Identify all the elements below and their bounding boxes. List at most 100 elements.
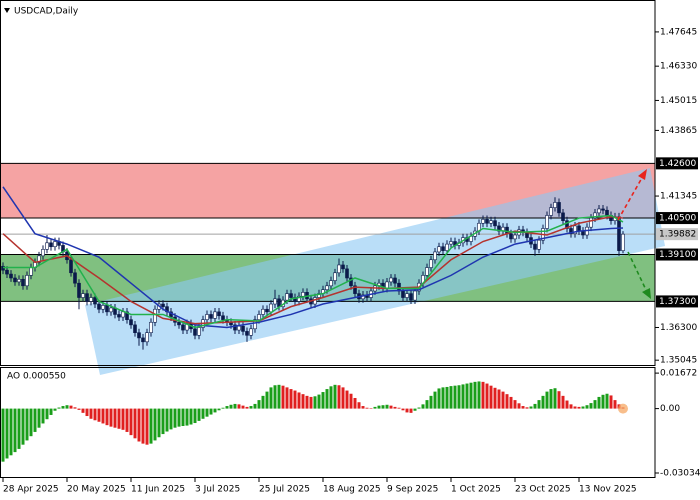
candle-body xyxy=(217,311,221,317)
x-tick-label: 23 Oct 2025 xyxy=(515,485,571,495)
candle-body xyxy=(601,208,605,211)
candle-body xyxy=(605,209,609,216)
ao-bar xyxy=(113,408,117,428)
ao-bar xyxy=(181,408,185,427)
candle-body xyxy=(557,202,561,214)
ao-bar xyxy=(149,408,153,444)
ao-bar xyxy=(249,406,253,409)
candle-body xyxy=(89,297,93,302)
level-label-box xyxy=(656,157,698,170)
ao-bar xyxy=(265,391,269,409)
ao-bar xyxy=(553,388,557,409)
ao-bar xyxy=(457,385,461,409)
candle-body xyxy=(117,314,121,318)
ao-bar xyxy=(361,406,365,409)
candle-body xyxy=(13,277,17,283)
candle-body xyxy=(573,225,577,234)
ao-bar xyxy=(141,408,145,444)
ao-bar xyxy=(529,406,533,409)
candle-body xyxy=(177,321,181,326)
candle-body xyxy=(553,202,557,208)
ao-bar xyxy=(257,400,261,409)
ao-bar xyxy=(45,408,49,420)
candle-body xyxy=(205,314,209,320)
ao-bar xyxy=(261,395,265,409)
candle-body xyxy=(485,219,489,224)
candle-body xyxy=(85,293,89,302)
candle-body xyxy=(441,246,445,251)
ao-bar xyxy=(429,395,433,409)
candle-body xyxy=(137,332,141,339)
ao-bar xyxy=(409,408,413,413)
ao-bar xyxy=(225,406,229,409)
candle-body xyxy=(129,319,133,326)
last-bar-highlight xyxy=(618,403,628,414)
forecast-arrow-up xyxy=(617,175,644,221)
ao-bar xyxy=(597,396,601,409)
ao-bar xyxy=(469,382,473,409)
x-tick-label: 13 Nov 2025 xyxy=(579,485,637,495)
candle-body xyxy=(77,282,81,298)
ao-bar xyxy=(549,389,553,409)
candle-body xyxy=(341,264,345,270)
ao-bar xyxy=(25,408,29,441)
candle-body xyxy=(437,246,441,253)
ao-bar xyxy=(145,408,149,445)
ao-bar xyxy=(505,394,509,409)
ao-bar xyxy=(401,408,405,411)
candle-body xyxy=(81,293,85,298)
ao-bar xyxy=(281,385,285,409)
ao-bar xyxy=(17,408,21,449)
arrowhead xyxy=(642,288,651,299)
level-label: 1.40500 xyxy=(659,214,696,224)
ao-bar xyxy=(285,387,289,409)
candle-body xyxy=(161,303,165,307)
ao-bar xyxy=(293,390,297,409)
ao-bar xyxy=(585,405,589,409)
x-tick-label: 1 Oct 2025 xyxy=(451,485,501,495)
ao-bar xyxy=(69,405,73,409)
candle-body xyxy=(545,215,549,229)
ao-bar xyxy=(445,386,449,409)
candle-body xyxy=(221,315,225,320)
candle-body xyxy=(209,314,213,319)
candle-body xyxy=(569,228,573,234)
candle-body xyxy=(513,234,517,240)
zones xyxy=(0,163,655,302)
candle-body xyxy=(125,311,129,320)
ao-bar xyxy=(417,407,421,409)
ao-bar xyxy=(521,406,525,409)
y-tick-label: 1.35045 xyxy=(660,356,697,366)
candle-body xyxy=(337,264,341,274)
ao-bar xyxy=(329,386,333,409)
chart-title: USDCAD,Daily xyxy=(14,7,79,17)
ao-bar xyxy=(333,384,337,409)
ao-bar xyxy=(61,406,65,409)
level-label-box xyxy=(656,212,698,225)
ao-bar xyxy=(313,396,317,409)
candle-body xyxy=(265,308,269,313)
candle-body xyxy=(41,249,45,257)
level-label-box xyxy=(656,248,698,261)
candle-body xyxy=(197,327,201,336)
candle-body xyxy=(429,259,433,268)
ao-bar xyxy=(5,408,9,459)
level-label: 1.42600 xyxy=(659,159,696,169)
ao-bar xyxy=(517,403,521,409)
candle-body xyxy=(581,230,585,236)
candle-body xyxy=(257,314,261,320)
ao-bar xyxy=(49,408,53,415)
ao-bar xyxy=(77,408,81,410)
ao-bar xyxy=(37,408,41,428)
ao-bar xyxy=(117,408,121,429)
arrowhead xyxy=(638,169,647,180)
ao-bar xyxy=(537,400,541,409)
y-tick-label: 1.36300 xyxy=(660,323,697,333)
current-price-label: 1.39882 xyxy=(659,230,696,240)
ao-bar xyxy=(221,407,225,409)
candle-body xyxy=(101,305,105,310)
ao-bar xyxy=(277,384,281,409)
ao-bar xyxy=(29,408,33,437)
ao-bar xyxy=(405,408,409,413)
